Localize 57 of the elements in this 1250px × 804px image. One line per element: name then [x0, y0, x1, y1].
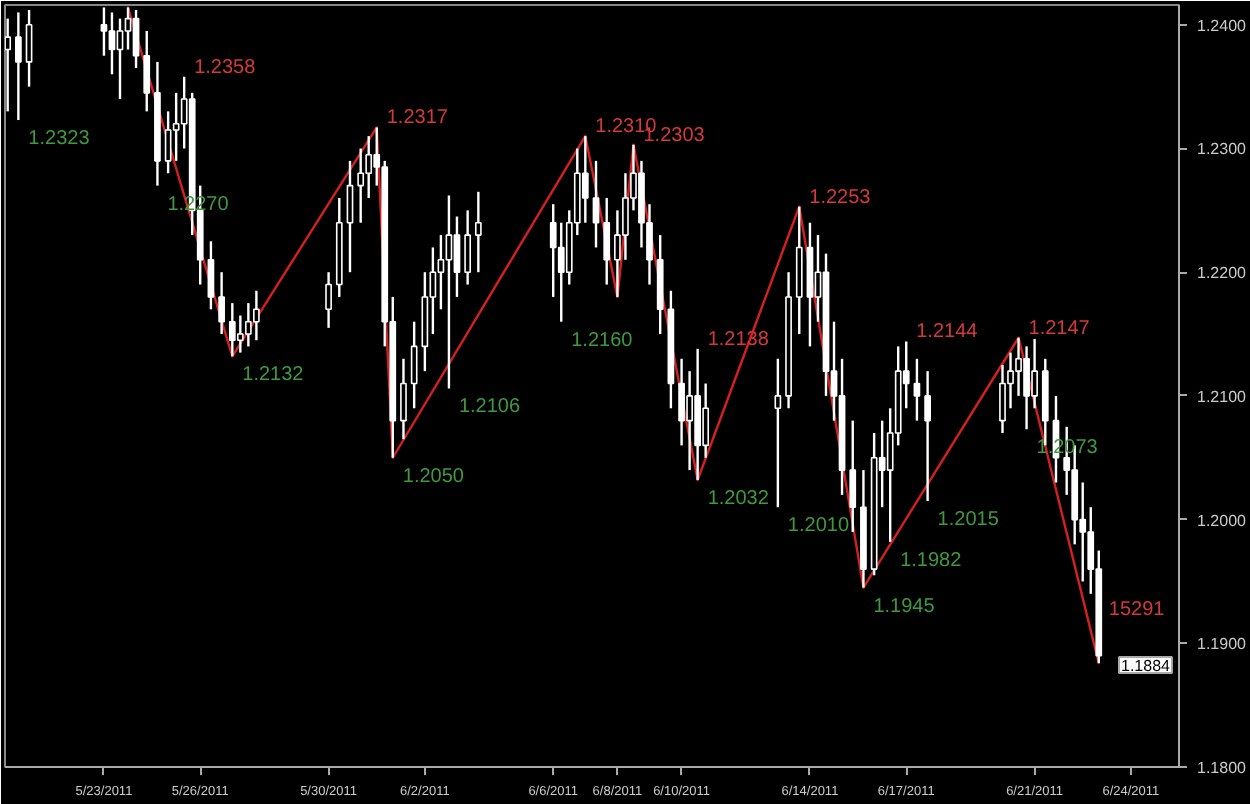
- candlestick: [581, 134, 589, 224]
- candlestick: [849, 419, 857, 534]
- y-tick-label: 1.2000: [1197, 511, 1248, 530]
- y-tick-label: 1.1900: [1197, 635, 1248, 654]
- annotation: 1.1884: [1121, 657, 1172, 676]
- annotation: 1.2358: [194, 56, 257, 79]
- candlestick: [100, 6, 108, 57]
- candlestick: [116, 17, 124, 101]
- candlestick: [453, 215, 461, 299]
- candlestick: [1023, 345, 1030, 431]
- candlestick: [207, 240, 215, 311]
- line-series: [126, 6, 1100, 665]
- candlestick: [325, 270, 332, 330]
- y-tick-label: 1.2400: [1197, 16, 1248, 35]
- candlestick: [437, 233, 445, 311]
- annotation: 1.2323: [28, 128, 91, 151]
- annotation: 1.1982: [900, 549, 963, 572]
- candlestick: [15, 11, 22, 122]
- candlestick: [1031, 337, 1038, 410]
- candlestick: [474, 190, 482, 274]
- y-tick-label: 1.2300: [1197, 140, 1248, 159]
- candlestick: [702, 382, 710, 459]
- candlestick: [557, 221, 565, 323]
- annotation: 15291: [1108, 598, 1166, 621]
- annotation: 1.2010: [787, 515, 850, 538]
- candlestick: [228, 301, 236, 358]
- candlestick: [603, 196, 611, 286]
- candlestick: [132, 8, 140, 70]
- annotation: 1.2144: [916, 321, 979, 344]
- candlestick: [464, 209, 472, 286]
- annotation: 1.2050: [402, 465, 465, 488]
- annotation: 1.2160: [571, 329, 634, 352]
- candlestick: [774, 357, 782, 509]
- annotation: 1.2253: [809, 186, 872, 209]
- y-tick-label: 1.2200: [1197, 264, 1248, 283]
- candlestick: [924, 369, 931, 503]
- annotation: 1.2147: [1028, 317, 1091, 340]
- candlestick: [445, 194, 453, 390]
- candlestick: [143, 29, 151, 113]
- candlestick: [218, 270, 225, 336]
- candlestick: [913, 357, 921, 422]
- candlestick: [108, 11, 116, 76]
- candlestick: [410, 320, 418, 410]
- annotation: 1.2032: [707, 488, 770, 511]
- candlestick: [164, 110, 172, 175]
- annotation: 1.1945: [873, 595, 936, 618]
- candlestick: [400, 357, 407, 441]
- y-tick-label: 1.2100: [1197, 387, 1248, 406]
- candlestick: [346, 159, 354, 274]
- y-tick-label: 1.1800: [1197, 759, 1248, 777]
- annotation: 1.2106: [458, 396, 521, 419]
- annotation: 1.2317: [386, 107, 449, 130]
- annotation: 1.2015: [937, 509, 1000, 532]
- annotation: 1.2132: [242, 364, 305, 387]
- candlestick: [686, 369, 693, 472]
- candlestick: [253, 289, 260, 342]
- candlestick: [592, 159, 600, 249]
